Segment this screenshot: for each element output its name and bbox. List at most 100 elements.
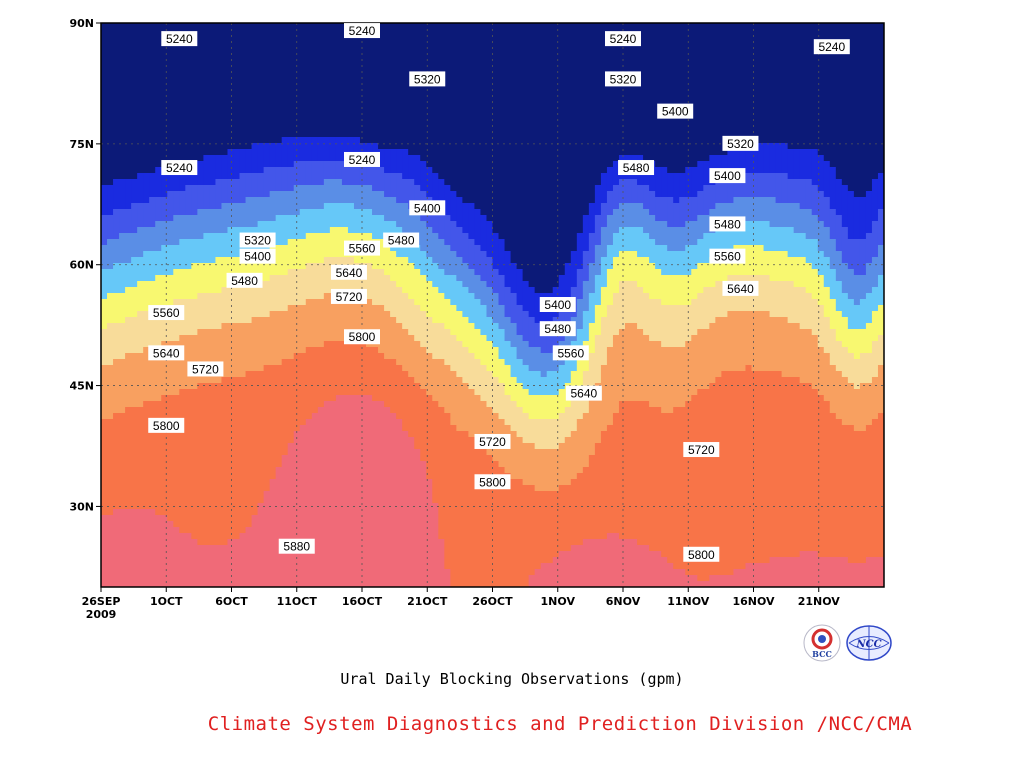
contour-cell: [625, 47, 632, 54]
contour-cell: [799, 191, 807, 198]
contour-cell: [293, 59, 301, 66]
contour-cell: [335, 251, 343, 258]
contour-cell: [299, 179, 307, 186]
contour-cell: [546, 83, 554, 90]
contour-cell: [673, 83, 680, 90]
contour-cell: [877, 29, 884, 36]
contour-cell: [528, 65, 536, 72]
contour-cell: [625, 197, 632, 204]
contour-cell: [643, 71, 650, 78]
contour-cell: [853, 173, 861, 180]
contour-cell: [606, 233, 614, 240]
contour-cell: [558, 137, 566, 144]
contour-cell: [347, 101, 355, 108]
contour-cell: [299, 83, 307, 90]
contour-cell: [396, 41, 403, 48]
contour-cell: [865, 209, 873, 216]
contour-cell: [149, 215, 156, 222]
contour-cell: [871, 179, 879, 186]
contour-cell: [131, 143, 138, 150]
contour-cell: [119, 179, 126, 186]
contour-cell: [546, 131, 554, 138]
contour-cell: [275, 125, 283, 132]
contour-cell: [245, 53, 253, 60]
contour-cell: [625, 209, 632, 216]
contour-cell: [275, 227, 283, 234]
contour-cell: [673, 239, 680, 246]
contour-cell: [625, 65, 632, 72]
contour-cell: [209, 251, 217, 258]
contour-cell: [155, 131, 162, 138]
contour-cell: [378, 239, 385, 246]
contour-cell: [215, 227, 223, 234]
contour-cell: [504, 125, 512, 132]
contour-cell: [715, 95, 722, 102]
contour-cell: [751, 161, 759, 168]
contour-cell: [468, 41, 476, 48]
contour-cell: [510, 215, 518, 222]
contour-cell: [185, 137, 192, 144]
contour-cell: [347, 209, 355, 216]
contour-cell: [576, 227, 584, 234]
contour-cell: [203, 233, 211, 240]
contour-cell: [221, 41, 229, 48]
contour-cell: [438, 173, 445, 180]
contour-cell: [149, 41, 156, 48]
contour-cell: [450, 179, 457, 186]
contour-cell: [480, 53, 488, 60]
contour-cell: [631, 113, 638, 120]
contour-cell: [757, 29, 765, 36]
contour-cell: [474, 215, 482, 222]
contour-cell: [414, 185, 421, 192]
contour-cell: [841, 197, 849, 204]
contour-cell: [685, 209, 692, 216]
contour-cell: [161, 197, 168, 204]
contour-cell: [378, 149, 385, 156]
contour-cell: [865, 137, 873, 144]
contour-cell: [685, 89, 692, 96]
contour-cell: [673, 119, 680, 126]
contour-cell: [835, 215, 843, 222]
contour-cell: [594, 77, 602, 84]
contour-cell: [528, 233, 536, 240]
contour-cell: [540, 77, 548, 84]
contour-cell: [504, 47, 512, 54]
contour-cell: [245, 227, 253, 234]
contour-cell: [366, 83, 373, 90]
contour-cell: [251, 161, 259, 168]
contour-cell: [149, 101, 156, 108]
contour-cell: [137, 251, 144, 258]
contour-cell: [841, 191, 849, 198]
contour-cell: [588, 107, 596, 114]
contour-cell: [311, 113, 319, 120]
contour-cell: [221, 65, 229, 72]
contour-cell: [847, 191, 855, 198]
contour-cell: [366, 197, 373, 204]
contour-cell: [721, 161, 728, 168]
contour-cell: [835, 161, 843, 168]
contour-cell: [612, 53, 620, 60]
contour-cell: [697, 185, 704, 192]
contour-cell: [245, 71, 253, 78]
contour-cell: [131, 53, 138, 60]
contour-cell: [143, 29, 150, 36]
contour-cell: [588, 47, 596, 54]
contour-cell: [799, 245, 807, 252]
contour-cell: [841, 119, 849, 126]
contour-cell: [414, 41, 421, 48]
contour-cell: [281, 65, 289, 72]
contour-cell: [456, 41, 463, 48]
contour-cell: [347, 185, 355, 192]
contour-cell: [329, 35, 337, 42]
contour-cell: [233, 23, 241, 30]
contour-cell: [853, 179, 861, 186]
contour-cell: [516, 53, 524, 60]
contour-cell: [101, 209, 108, 216]
contour-cell: [871, 239, 879, 246]
contour-cell: [372, 233, 379, 240]
contour-cell: [480, 137, 488, 144]
contour-cell: [329, 251, 337, 258]
contour-cell: [546, 65, 554, 72]
contour-cell: [227, 197, 235, 204]
contour-cell: [673, 23, 680, 30]
